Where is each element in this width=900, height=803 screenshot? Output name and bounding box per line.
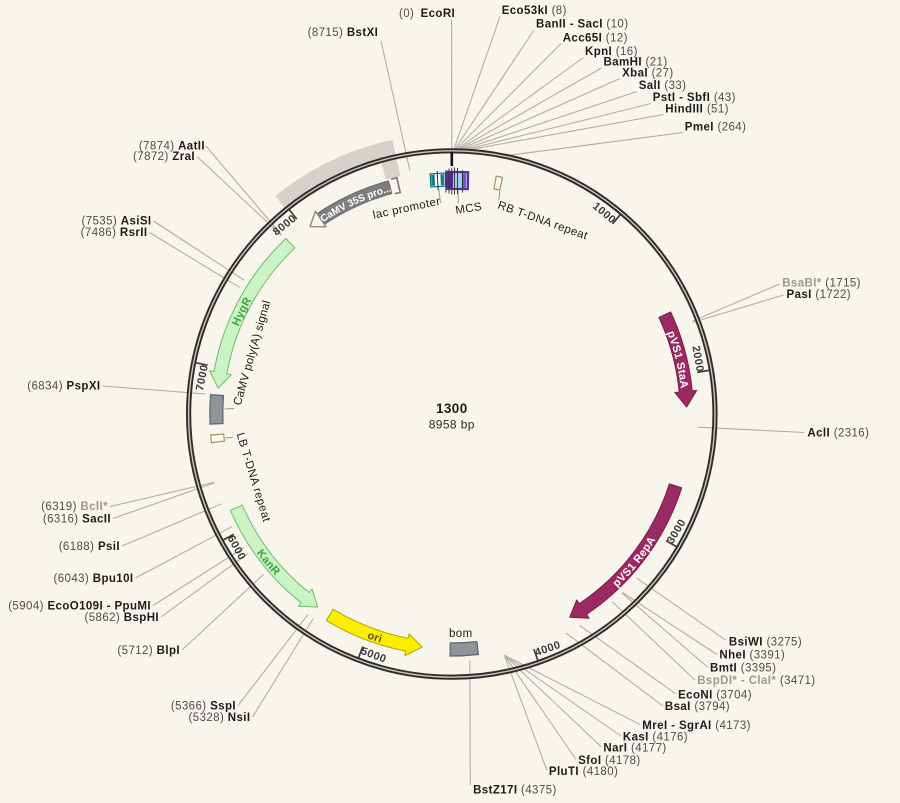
svg-text:(8715) BstXI: (8715) BstXI xyxy=(308,27,379,39)
svg-text:KpnI (16): KpnI (16) xyxy=(585,46,638,58)
svg-text:(5712) BlpI: (5712) BlpI xyxy=(117,645,180,657)
svg-text:(6043) Bpu10I: (6043) Bpu10I xyxy=(54,573,134,585)
svg-text:(5328) NsiI: (5328) NsiI xyxy=(189,712,251,724)
svg-text:(5904) EcoO109I - PpuMI: (5904) EcoO109I - PpuMI xyxy=(8,601,151,613)
svg-text:7000: 7000 xyxy=(194,364,211,392)
svg-text:MCS: MCS xyxy=(455,201,483,217)
svg-text:SfoI (4178): SfoI (4178) xyxy=(578,755,641,767)
svg-text:Acc65I (12): Acc65I (12) xyxy=(563,32,628,44)
svg-text:PmeI (264): PmeI (264) xyxy=(685,122,747,134)
svg-text:bom: bom xyxy=(449,628,473,640)
svg-text:Eco53kI (8): Eco53kI (8) xyxy=(502,5,567,17)
svg-text:8958 bp: 8958 bp xyxy=(429,418,475,432)
svg-text:BanII - SacI (10): BanII - SacI (10) xyxy=(536,19,628,31)
svg-text:BamHI (21): BamHI (21) xyxy=(604,57,668,69)
svg-text:NheI (3391): NheI (3391) xyxy=(719,650,785,662)
svg-text:BsiWI (3275): BsiWI (3275) xyxy=(729,637,802,649)
svg-text:(0) EcoRI: (0) EcoRI xyxy=(399,8,455,20)
svg-text:(6834) PspXI: (6834) PspXI xyxy=(27,381,100,393)
svg-text:SalI (33): SalI (33) xyxy=(639,80,687,92)
svg-text:PasI (1722): PasI (1722) xyxy=(787,289,852,301)
svg-text:(5366) SspI: (5366) SspI xyxy=(171,701,236,713)
svg-text:ori: ori xyxy=(366,629,384,645)
svg-text:(7872) ZraI: (7872) ZraI xyxy=(133,151,195,163)
svg-text:BsaI (3794): BsaI (3794) xyxy=(665,701,730,713)
svg-text:1300: 1300 xyxy=(436,401,468,416)
svg-text:(6319) BclI*: (6319) BclI* xyxy=(41,501,108,513)
svg-text:BsaBI* (1715): BsaBI* (1715) xyxy=(782,277,861,289)
svg-text:(6188) PsiI: (6188) PsiI xyxy=(59,541,120,553)
svg-text:2000: 2000 xyxy=(689,345,705,373)
svg-text:(7874) AatII: (7874) AatII xyxy=(139,141,205,153)
svg-text:PstI - SbfI (43): PstI - SbfI (43) xyxy=(653,92,736,104)
svg-text:(7486) RsrII: (7486) RsrII xyxy=(81,227,148,239)
svg-text:PluTI (4180): PluTI (4180) xyxy=(549,766,618,778)
svg-text:EcoNI (3704): EcoNI (3704) xyxy=(678,690,752,702)
svg-text:KasI (4176): KasI (4176) xyxy=(623,732,688,744)
svg-text:(5862) BspHI: (5862) BspHI xyxy=(85,612,159,624)
svg-text:AclI (2316): AclI (2316) xyxy=(807,427,869,439)
svg-text:BmtI (3395): BmtI (3395) xyxy=(710,663,776,675)
svg-text:HindIII (51): HindIII (51) xyxy=(665,103,729,115)
svg-text:BstZ17I (4375): BstZ17I (4375) xyxy=(473,784,557,796)
svg-text:XbaI (27): XbaI (27) xyxy=(622,67,674,79)
svg-text:(6316) SacII: (6316) SacII xyxy=(43,514,111,526)
svg-text:MreI - SgrAI (4173): MreI - SgrAI (4173) xyxy=(642,720,751,732)
svg-text:NarI (4177): NarI (4177) xyxy=(603,743,666,755)
svg-text:BspDI* - ClaI* (3471): BspDI* - ClaI* (3471) xyxy=(697,675,815,687)
svg-text:(7535) AsiSI: (7535) AsiSI xyxy=(81,216,151,228)
